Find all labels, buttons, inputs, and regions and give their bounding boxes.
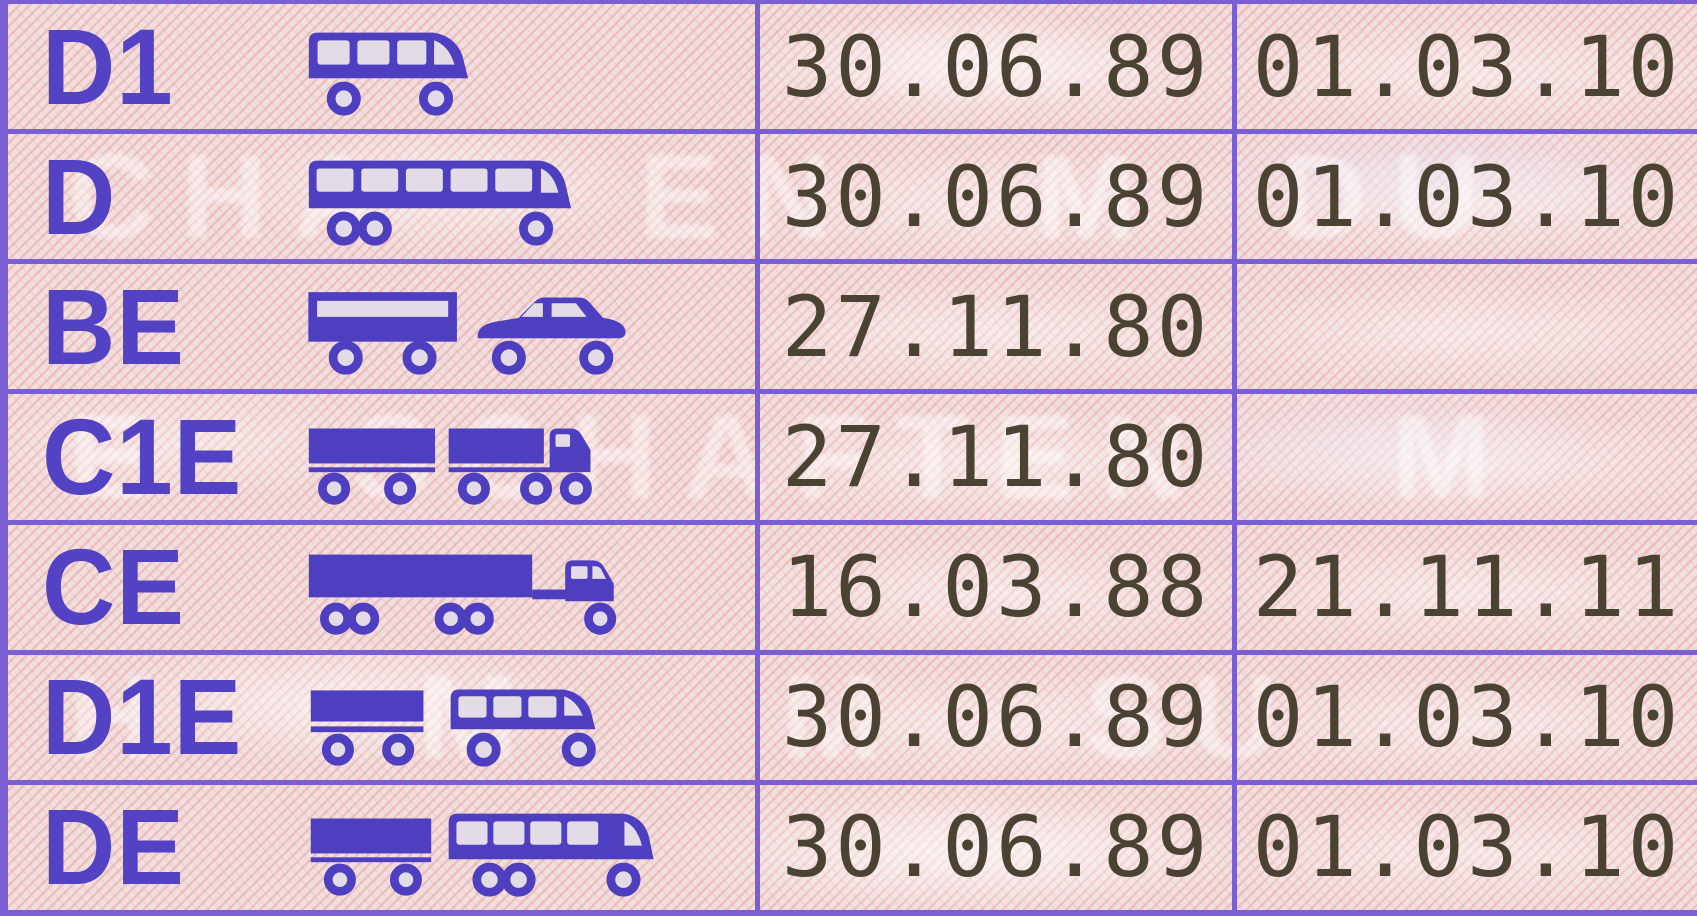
date1-cell: 27.11.80: [755, 264, 1232, 390]
date-value: 30.06.89: [781, 798, 1211, 897]
articulated-lorry-icon: [303, 538, 643, 642]
table-row: DE: [8, 779, 1697, 910]
category-cell: D1E: [8, 655, 755, 780]
date-value: 01.03.10: [1252, 798, 1682, 897]
date2-cell: 01.03.10: [1232, 654, 1697, 780]
date2-cell: 21.11.11: [1232, 524, 1697, 650]
date2-cell: [1232, 264, 1697, 390]
date1-cell: 30.06.89: [755, 4, 1232, 130]
date-value: 01.03.10: [1252, 17, 1682, 116]
date2-cell: 01.03.10: [1232, 784, 1697, 910]
category-label: D: [42, 135, 117, 257]
table-row: CHA EN M DU D: [8, 129, 1697, 260]
category-cell: D1: [8, 4, 755, 129]
table-row: D1 30.06.89 01.03.10: [8, 4, 1697, 130]
date-value: 30.06.89: [781, 147, 1211, 246]
table-row: H M M SU D1E: [8, 649, 1697, 780]
date1-cell: 30.06.89: [755, 784, 1232, 910]
date-value: 01.03.10: [1252, 147, 1682, 246]
category-cell: C1E: [8, 394, 755, 519]
category-cell: D: [8, 134, 755, 259]
licence-categories-table: D1 30.06.89 01.03.10 CHA: [8, 4, 1697, 910]
table-row: CE 16.03.88: [8, 519, 1697, 650]
category-cell: BE: [8, 264, 755, 389]
date1-cell: 16.03.88: [755, 524, 1232, 650]
date-value: 16.03.88: [781, 538, 1211, 637]
date1-cell: 27.11.80: [755, 394, 1232, 520]
category-label: C1E: [42, 395, 243, 517]
trailer-and-bus-icon: [303, 798, 657, 902]
truck-and-trailer-icon: [303, 408, 633, 512]
date-value: 30.06.89: [781, 17, 1211, 116]
date1-cell: 30.06.89: [755, 134, 1232, 260]
category-label: CE: [42, 526, 185, 648]
date-value: 21.11.11: [1252, 538, 1682, 637]
trailer-and-car-icon: [303, 277, 633, 381]
category-cell: DE: [8, 785, 755, 910]
date-value: 01.03.10: [1252, 668, 1682, 767]
minibus-icon: [303, 17, 478, 121]
date2-cell: 01.03.10: [1232, 134, 1697, 260]
category-label: D1E: [42, 656, 243, 778]
category-label: BE: [42, 265, 185, 387]
date-value: 27.11.80: [781, 277, 1211, 376]
trailer-and-minibus-icon: [303, 668, 633, 772]
category-label: D1: [42, 5, 174, 127]
bus-icon: [303, 147, 575, 251]
date-value: 27.11.80: [781, 407, 1211, 506]
category-cell: CE: [8, 525, 755, 650]
date2-cell: [1232, 394, 1697, 520]
table-row: E SCHAFTEN M C1E: [8, 389, 1697, 520]
category-label: DE: [42, 786, 185, 908]
table-row: BE 27.11.80: [8, 259, 1697, 390]
date1-cell: 30.06.89: [755, 654, 1232, 780]
date2-cell: 01.03.10: [1232, 4, 1697, 130]
date-value: 30.06.89: [781, 668, 1211, 767]
